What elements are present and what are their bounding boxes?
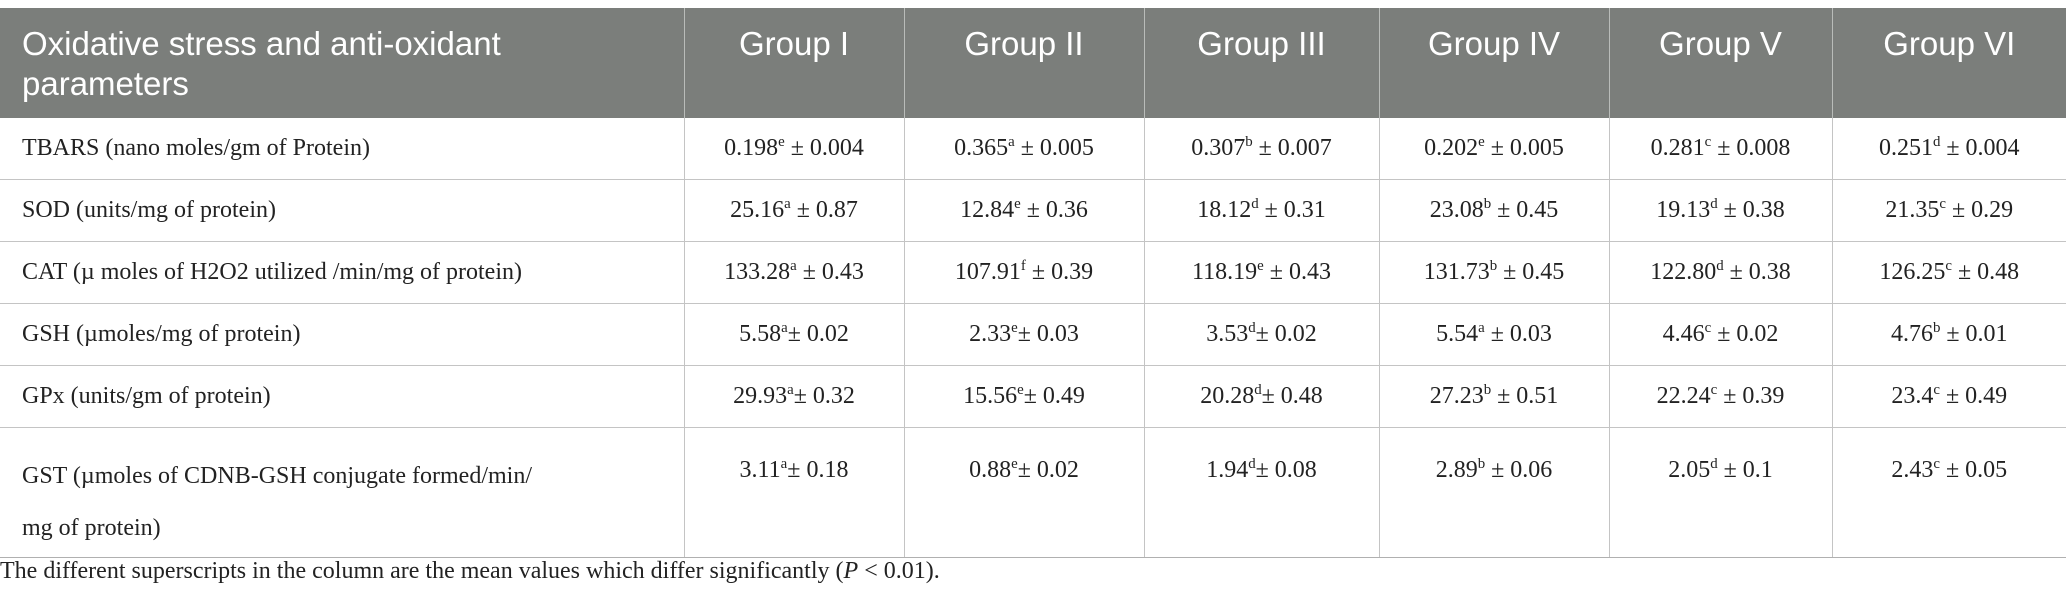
value-cell-group-3: 18.12d ± 0.31 bbox=[1143, 179, 1379, 242]
value-cell-group-1: 5.58a± 0.02 bbox=[683, 303, 904, 366]
value-cell-group-2: 15.56e± 0.49 bbox=[903, 365, 1144, 428]
value-cell-group-6: 126.25c ± 0.48 bbox=[1831, 241, 2066, 304]
header-group-1: Group I bbox=[683, 8, 904, 118]
value-cell-group-1: 3.11a± 0.18 bbox=[683, 427, 904, 558]
value-cell-group-3: 3.53d± 0.02 bbox=[1143, 303, 1379, 366]
value-cell-group-4: 131.73b ± 0.45 bbox=[1378, 241, 1609, 304]
parameter-cell: GST (µmoles of CDNB-GSH conjugate formed… bbox=[0, 427, 684, 558]
value-cell-group-2: 0.365a ± 0.005 bbox=[903, 118, 1144, 180]
header-group-5: Group V bbox=[1608, 8, 1832, 118]
value-cell-group-2: 2.33e± 0.03 bbox=[903, 303, 1144, 366]
value-cell-group-4: 0.202e ± 0.005 bbox=[1378, 118, 1609, 180]
parameter-cell: GSH (µmoles/mg of protein) bbox=[0, 303, 684, 366]
value-cell-group-3: 20.28d± 0.48 bbox=[1143, 365, 1379, 428]
table-footnote: The different superscripts in the column… bbox=[0, 558, 940, 584]
value-cell-group-1: 133.28a ± 0.43 bbox=[683, 241, 904, 304]
table-row: GSH (µmoles/mg of protein) 5.58a± 0.02 2.3… bbox=[0, 303, 2066, 366]
value-cell-group-6: 4.76b ± 0.01 bbox=[1831, 303, 2066, 366]
table-row: SOD (units/mg of protein) 25.16a ± 0.87 12… bbox=[0, 179, 2066, 242]
value-cell-group-6: 23.4c ± 0.49 bbox=[1831, 365, 2066, 428]
table-header-row: Oxidative stress and anti-oxidant parame… bbox=[0, 8, 2066, 118]
value-cell-group-5: 19.13d ± 0.38 bbox=[1608, 179, 1832, 242]
value-cell-group-3: 118.19e ± 0.43 bbox=[1143, 241, 1379, 304]
value-cell-group-6: 0.251d ± 0.004 bbox=[1831, 118, 2066, 180]
value-cell-group-4: 5.54a ± 0.03 bbox=[1378, 303, 1609, 366]
value-cell-group-6: 2.43c ± 0.05 bbox=[1831, 427, 2066, 558]
value-cell-group-6: 21.35c ± 0.29 bbox=[1831, 179, 2066, 242]
value-cell-group-5: 0.281c ± 0.008 bbox=[1608, 118, 1832, 180]
value-cell-group-3: 0.307b ± 0.007 bbox=[1143, 118, 1379, 180]
value-cell-group-1: 25.16a ± 0.87 bbox=[683, 179, 904, 242]
table-row: GPx (units/gm of protein) 29.93a± 0.32 15.… bbox=[0, 365, 2066, 428]
value-cell-group-2: 12.84e ± 0.36 bbox=[903, 179, 1144, 242]
value-cell-group-5: 122.80d ± 0.38 bbox=[1608, 241, 1832, 304]
value-cell-group-2: 0.88e± 0.02 bbox=[903, 427, 1144, 558]
parameter-cell: SOD (units/mg of protein) bbox=[0, 179, 684, 242]
value-cell-group-5: 4.46c ± 0.02 bbox=[1608, 303, 1832, 366]
value-cell-group-2: 107.91f ± 0.39 bbox=[903, 241, 1144, 304]
table-row: CAT (µ moles of H2O2 utilized /min/mg of… bbox=[0, 241, 2066, 304]
value-cell-group-4: 23.08b ± 0.45 bbox=[1378, 179, 1609, 242]
parameter-cell: GPx (units/gm of protein) bbox=[0, 365, 684, 428]
value-cell-group-1: 29.93a± 0.32 bbox=[683, 365, 904, 428]
header-group-2: Group II bbox=[903, 8, 1144, 118]
value-cell-group-4: 27.23b ± 0.51 bbox=[1378, 365, 1609, 428]
oxidative-stress-table: Oxidative stress and anti-oxidant parame… bbox=[0, 8, 2066, 558]
value-cell-group-3: 1.94d± 0.08 bbox=[1143, 427, 1379, 558]
header-group-4: Group IV bbox=[1378, 8, 1609, 118]
value-cell-group-1: 0.198e ± 0.004 bbox=[683, 118, 904, 180]
header-group-3: Group III bbox=[1143, 8, 1379, 118]
value-cell-group-5: 2.05d ± 0.1 bbox=[1608, 427, 1832, 558]
table-row: TBARS (nano moles/gm of Protein) 0.198e ±… bbox=[0, 118, 2066, 180]
header-parameters: Oxidative stress and anti-oxidant parame… bbox=[0, 8, 684, 118]
value-cell-group-4: 2.89b ± 0.06 bbox=[1378, 427, 1609, 558]
header-group-6: Group VI bbox=[1831, 8, 2066, 118]
table-row: GST (µmoles of CDNB-GSH conjugate formed… bbox=[0, 427, 2066, 558]
value-cell-group-5: 22.24c ± 0.39 bbox=[1608, 365, 1832, 428]
parameter-cell: CAT (µ moles of H2O2 utilized /min/mg of… bbox=[0, 241, 684, 304]
parameter-cell: TBARS (nano moles/gm of Protein) bbox=[0, 118, 684, 180]
